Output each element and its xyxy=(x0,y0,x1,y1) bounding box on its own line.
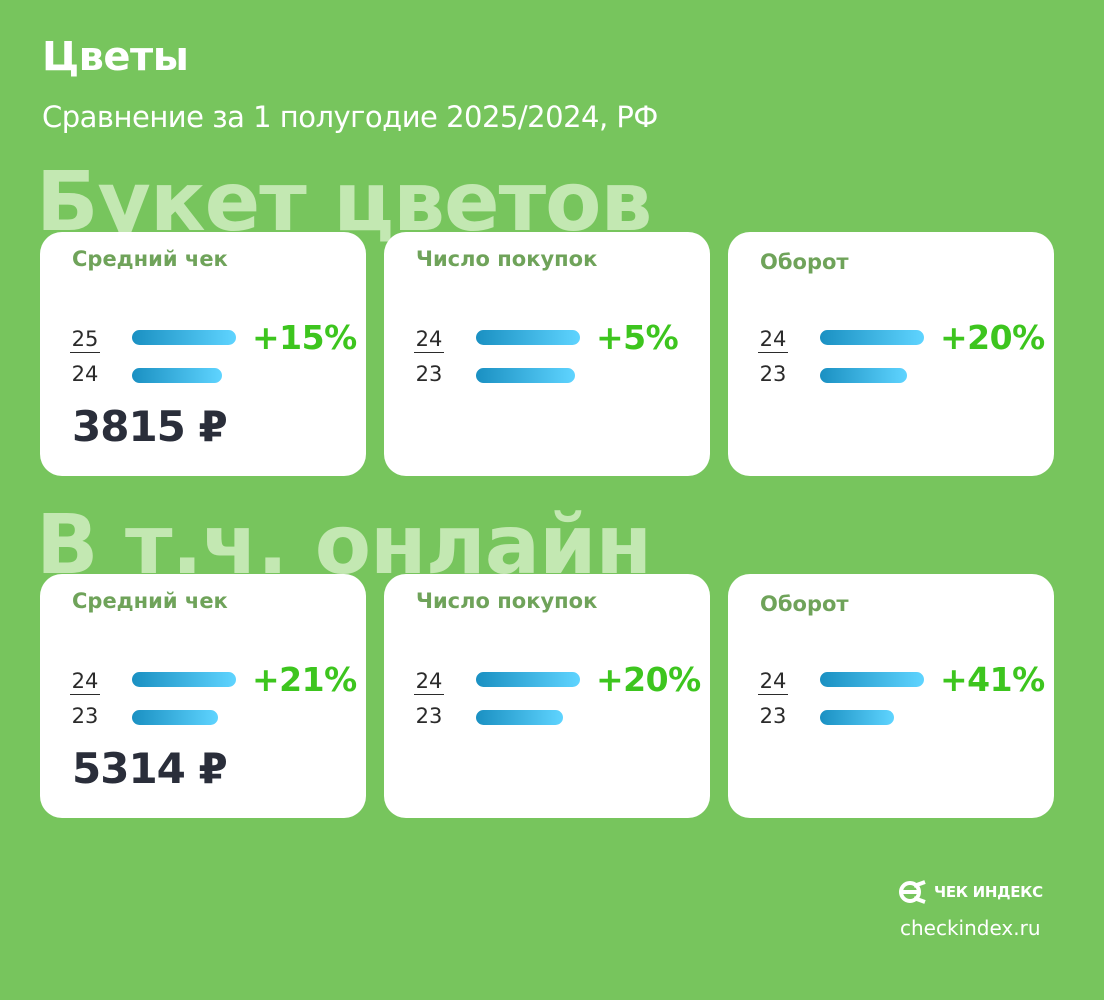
metric-card: Оборот 24 23 +20% xyxy=(728,232,1054,476)
change-percent: +20% xyxy=(596,660,701,699)
metric-label: Число покупок xyxy=(416,589,598,613)
brand-name: ЧЕК ИНДЕКС xyxy=(934,883,1043,901)
page-subtitle: Сравнение за 1 полугодие 2025/2024, РФ xyxy=(42,100,658,134)
section-heading-online: В т.ч. онлайн xyxy=(36,498,652,593)
bar-current xyxy=(132,672,236,687)
metric-card: Число покупок 24 23 +5% xyxy=(384,232,710,476)
bar-previous xyxy=(132,368,222,383)
bar-current xyxy=(132,330,236,345)
average-check-value: 3815 ₽ xyxy=(72,402,228,451)
average-check-value: 5314 ₽ xyxy=(72,744,228,793)
year-previous-label: 23 xyxy=(759,362,787,386)
page-title: Цветы xyxy=(42,34,189,80)
year-current-label: 24 xyxy=(758,669,788,695)
metric-label: Средний чек xyxy=(72,247,228,271)
bar-previous xyxy=(820,368,907,383)
metric-label: Число покупок xyxy=(416,247,598,271)
checkindex-logo-icon xyxy=(899,880,926,904)
metric-card: Число покупок 24 23 +20% xyxy=(384,574,710,818)
metric-label: Оборот xyxy=(760,250,849,274)
brand-logo: ЧЕК ИНДЕКС xyxy=(898,880,1043,904)
change-percent: +15% xyxy=(252,318,357,357)
section-heading-bouquet: Букет цветов xyxy=(36,155,652,250)
year-current-label: 25 xyxy=(70,327,100,353)
change-percent: +20% xyxy=(940,318,1045,357)
brand-site: checkindex.ru xyxy=(900,916,1041,940)
metric-label: Оборот xyxy=(760,592,849,616)
bar-current xyxy=(820,672,924,687)
year-previous-label: 23 xyxy=(415,362,443,386)
bar-previous xyxy=(476,710,563,725)
metric-label: Средний чек xyxy=(72,589,228,613)
metric-card: Средний чек 25 24 +15% 3815 ₽ xyxy=(40,232,366,476)
metric-card: Средний чек 24 23 +21% 5314 ₽ xyxy=(40,574,366,818)
year-previous-label: 24 xyxy=(71,362,99,386)
bar-previous xyxy=(132,710,218,725)
year-current-label: 24 xyxy=(414,327,444,353)
bar-current xyxy=(820,330,924,345)
year-current-label: 24 xyxy=(758,327,788,353)
change-percent: +21% xyxy=(252,660,357,699)
year-current-label: 24 xyxy=(70,669,100,695)
year-current-label: 24 xyxy=(414,669,444,695)
year-previous-label: 23 xyxy=(71,704,99,728)
year-previous-label: 23 xyxy=(759,704,787,728)
bar-current xyxy=(476,330,580,345)
change-percent: +41% xyxy=(940,660,1045,699)
change-percent: +5% xyxy=(596,318,679,357)
year-previous-label: 23 xyxy=(415,704,443,728)
bar-previous xyxy=(476,368,575,383)
bar-current xyxy=(476,672,580,687)
bar-previous xyxy=(820,710,894,725)
metric-card: Оборот 24 23 +41% xyxy=(728,574,1054,818)
